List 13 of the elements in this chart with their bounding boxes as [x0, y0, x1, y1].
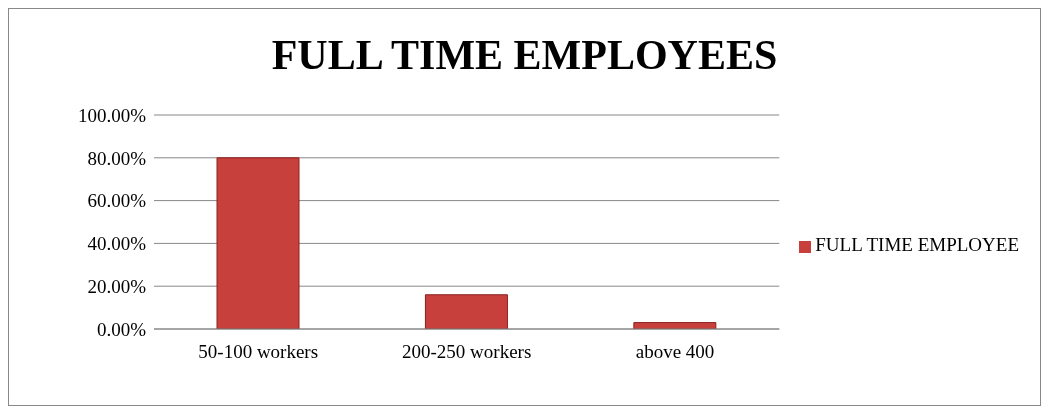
- y-tick-label: 80.00%: [87, 147, 147, 169]
- bar: [424, 294, 508, 329]
- y-tick-label: 0.00%: [96, 318, 147, 340]
- y-tick-label: 100.00%: [77, 104, 147, 126]
- x-tick-label: 50-100 workers: [198, 341, 319, 363]
- x-tick-label: 200-250 workers: [402, 341, 532, 363]
- y-tick-label: 20.00%: [87, 275, 147, 297]
- bar: [216, 157, 300, 329]
- legend-label: FULL TIME EMPLOYEE: [815, 234, 1019, 255]
- y-tick-label: 40.00%: [87, 233, 147, 255]
- chart-title: FULL TIME EMPLOYEES: [270, 31, 779, 80]
- x-tick-label: above 400: [635, 341, 715, 363]
- y-tick-label: 60.00%: [87, 190, 147, 212]
